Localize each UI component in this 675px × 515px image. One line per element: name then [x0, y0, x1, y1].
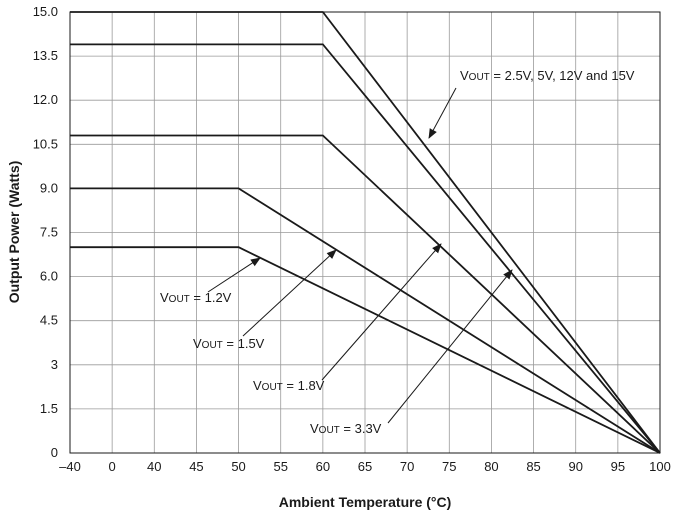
annotation-label: VOUT = 1.2V [160, 290, 232, 305]
y-tick-label: 6.0 [40, 269, 58, 284]
x-tick-label: 75 [442, 459, 456, 474]
series-line-3 [70, 134, 661, 454]
annotation-arrow [242, 249, 337, 337]
annotation-label: VOUT = 3.3V [310, 421, 382, 436]
y-tick-label: 3 [51, 357, 58, 372]
x-tick-label: 95 [611, 459, 625, 474]
annotation-arrow [321, 243, 442, 381]
annotation-label: VOUT = 1.8V [253, 378, 325, 393]
series-line-5 [70, 246, 661, 454]
y-tick-label: 1.5 [40, 401, 58, 416]
annotation-arrow [428, 87, 457, 139]
x-tick-label: 80 [484, 459, 498, 474]
y-axis-title: Output Power (Watts) [6, 161, 22, 304]
y-tick-label: 9.0 [40, 180, 58, 195]
x-tick-label: 40 [147, 459, 161, 474]
annotation-label: VOUT = 2.5V, 5V, 12V and 15V [460, 68, 635, 83]
y-tick-label: 15.0 [33, 4, 58, 19]
annotation-arrow [207, 257, 261, 293]
y-tick-label: 12.0 [33, 92, 58, 107]
y-tick-label: 10.5 [33, 136, 58, 151]
x-tick-label: 90 [568, 459, 582, 474]
x-tick-label: 50 [231, 459, 245, 474]
annotations: VOUT = 2.5V, 5V, 12V and 15V VOUT = 1.2V V… [160, 68, 635, 436]
series-line-4 [70, 187, 661, 454]
y-tick-label: 13.5 [33, 48, 58, 63]
plot-frame [69, 11, 661, 454]
x-tick-label: 0 [109, 459, 116, 474]
x-tick-labels: –40 0 40 45 50 55 60 65 70 75 80 85 90 95 100 [59, 459, 671, 474]
x-tick-label: –40 [59, 459, 81, 474]
x-axis-title: Ambient Temperature (°C) [279, 494, 452, 510]
x-tick-label: 60 [316, 459, 330, 474]
x-tick-label: 100 [649, 459, 671, 474]
y-tick-label: 0 [51, 445, 58, 460]
y-tick-label: 4.5 [40, 313, 58, 328]
annotation-arrow [387, 269, 513, 424]
x-tick-label: 65 [358, 459, 372, 474]
annotation-label: VOUT = 1.5V [193, 336, 265, 351]
x-tick-label: 85 [526, 459, 540, 474]
x-tick-label: 55 [273, 459, 287, 474]
y-tick-label: 7.5 [40, 225, 58, 240]
x-tick-label: 45 [189, 459, 203, 474]
x-tick-label: 70 [400, 459, 414, 474]
y-tick-labels: 0 1.5 3 4.5 6.0 7.5 9.0 10.5 12.0 13.5 15.0 [33, 4, 58, 460]
series-line-2 [70, 43, 661, 454]
